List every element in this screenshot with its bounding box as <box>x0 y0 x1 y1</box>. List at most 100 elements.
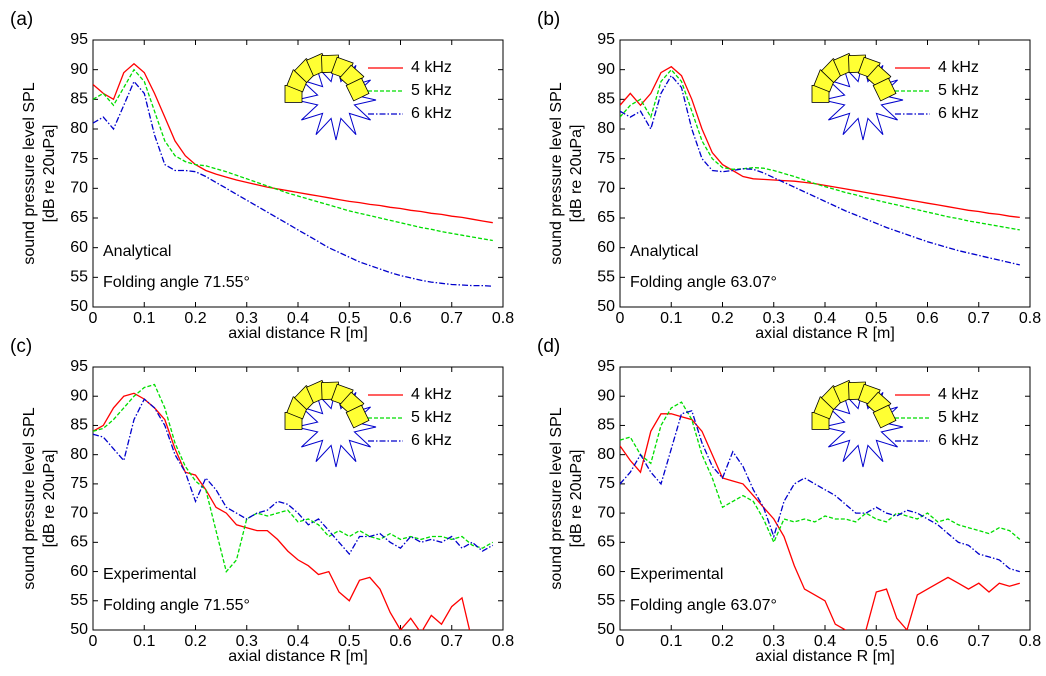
x-tick-label: 0.1 <box>133 310 155 327</box>
x-tick-label: 0 <box>616 633 625 650</box>
panel-label: (b) <box>537 9 560 30</box>
x-tick-label: 0 <box>616 310 625 327</box>
y-tick-label: 75 <box>70 150 88 167</box>
annotation: Experimental <box>630 566 723 583</box>
x-tick-label: 0.6 <box>916 310 938 327</box>
panel: 0 0.1 0.2 0.3 0.4 0.5 0.6 0.7 0.8 50 55 60 65 70 75 80 8… <box>537 336 1041 665</box>
y-tick-label: 70 <box>70 504 88 521</box>
x-tick-label: 0.7 <box>968 633 990 650</box>
y-tick-label: 50 <box>597 621 615 638</box>
legend-label: 5 kHz <box>938 409 979 426</box>
y-tick-label: 90 <box>70 387 88 404</box>
legend-label: 5 kHz <box>411 409 452 426</box>
x-tick-label: 0.6 <box>389 310 411 327</box>
x-tick-label: 0.5 <box>865 633 887 650</box>
plot-lines <box>620 401 1021 630</box>
y-tick-label: 80 <box>597 120 615 137</box>
x-tick-label: 0.1 <box>660 633 682 650</box>
legend-label: 6 kHz <box>411 105 452 122</box>
y-tick-label: 90 <box>70 61 88 78</box>
y-tick-label: 70 <box>597 504 615 521</box>
x-tick-label: 0.5 <box>865 310 887 327</box>
fold-panel <box>345 77 370 102</box>
x-tick-label: 0.3 <box>236 633 258 650</box>
x-tick-label: 0.1 <box>133 633 155 650</box>
x-tick-label: 0.7 <box>968 310 990 327</box>
x-tick-label: 0.4 <box>814 633 836 650</box>
annotation: Analytical <box>103 243 171 260</box>
y-tick-label: 70 <box>597 180 615 197</box>
y-tick-label: 70 <box>70 180 88 197</box>
annotation: Folding angle 71.55° <box>103 597 250 614</box>
y-axis-label: [dB re 20uPa] <box>41 450 58 548</box>
plot-lines <box>93 62 493 287</box>
y-tick-label: 50 <box>597 298 615 315</box>
x-tick-label: 0.6 <box>389 633 411 650</box>
x-tick-label: 0 <box>89 633 98 650</box>
y-axis-label: [dB re 20uPa] <box>568 450 585 548</box>
y-tick-label: 95 <box>70 358 88 375</box>
series-line <box>93 62 493 224</box>
series-line <box>620 68 1020 231</box>
legend-label: 6 kHz <box>411 432 452 449</box>
y-axis-label: sound pressure level SPL <box>21 407 38 589</box>
panel: 0 0.1 0.2 0.3 0.4 0.5 0.6 0.7 0.8 50 55 60 65 70 75 80 8… <box>537 9 1041 342</box>
series-line <box>93 68 493 242</box>
x-tick-label: 0.4 <box>287 633 309 650</box>
y-tick-label: 55 <box>70 269 88 286</box>
y-tick-label: 55 <box>597 269 615 286</box>
x-tick-label: 0.8 <box>492 310 514 327</box>
annotation: Folding angle 71.55° <box>103 274 250 291</box>
panel-label: (d) <box>537 336 560 357</box>
series-line <box>620 401 1021 544</box>
x-tick-label: 0.2 <box>184 310 206 327</box>
x-tick-label: 0.2 <box>184 633 206 650</box>
legend-label: 4 kHz <box>938 59 979 76</box>
series-line <box>620 409 1020 573</box>
y-tick-label: 75 <box>70 475 88 492</box>
annotation: Analytical <box>630 243 698 260</box>
legend-label: 6 kHz <box>938 105 979 122</box>
x-axis-label: axial distance R [m] <box>755 648 895 665</box>
x-tick-label: 0.3 <box>763 310 785 327</box>
origami-icon <box>811 379 904 468</box>
x-tick-label: 0.5 <box>338 310 360 327</box>
y-axis-label: sound pressure level SPL <box>548 82 565 264</box>
origami-icon <box>284 379 377 468</box>
y-tick-label: 50 <box>70 621 88 638</box>
x-axis-label: axial distance R [m] <box>228 325 368 342</box>
x-tick-label: 0 <box>89 310 98 327</box>
series-line <box>93 398 494 556</box>
y-tick-label: 65 <box>597 209 615 226</box>
y-tick-label: 95 <box>70 31 88 48</box>
x-tick-label: 0.6 <box>916 633 938 650</box>
x-tick-label: 0.8 <box>1019 310 1041 327</box>
y-tick-label: 60 <box>597 563 615 580</box>
legend-label: 5 kHz <box>938 82 979 99</box>
y-axis-label: [dB re 20uPa] <box>568 125 585 223</box>
fold-panel <box>345 404 370 429</box>
y-tick-label: 50 <box>70 298 88 315</box>
y-tick-label: 80 <box>70 446 88 463</box>
plot-lines <box>93 383 494 630</box>
x-tick-label: 0.7 <box>441 633 463 650</box>
x-tick-label: 0.3 <box>236 310 258 327</box>
x-tick-label: 0.3 <box>763 633 785 650</box>
legend-label: 6 kHz <box>938 432 979 449</box>
legend-label: 4 kHz <box>938 386 979 403</box>
y-tick-label: 80 <box>70 120 88 137</box>
annotation: Folding angle 63.07° <box>630 274 777 291</box>
plot-lines <box>620 65 1020 266</box>
x-tick-label: 0.2 <box>711 633 733 650</box>
fold-panel <box>872 77 897 102</box>
y-tick-label: 60 <box>70 563 88 580</box>
y-tick-label: 55 <box>70 592 88 609</box>
annotation: Folding angle 63.07° <box>630 597 777 614</box>
y-tick-label: 85 <box>597 91 615 108</box>
panel-label: (c) <box>10 336 32 357</box>
y-tick-label: 65 <box>597 534 615 551</box>
y-tick-label: 75 <box>597 475 615 492</box>
panel: 0 0.1 0.2 0.3 0.4 0.5 0.6 0.7 0.8 50 55 60 65 70 75 80 8… <box>10 336 514 665</box>
y-tick-label: 85 <box>70 91 88 108</box>
y-axis-label: [dB re 20uPa] <box>41 125 58 223</box>
